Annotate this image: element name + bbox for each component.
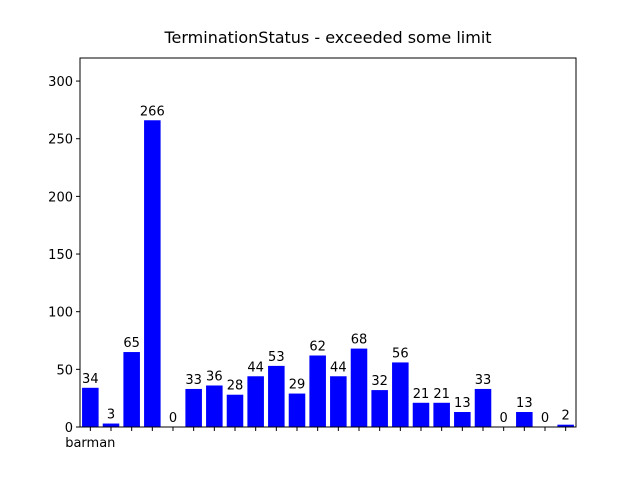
y-tick-label: 200: [48, 190, 73, 205]
value-label: 34: [82, 372, 99, 387]
value-label: 65: [123, 336, 140, 351]
x-tick-label: barman: [65, 436, 115, 451]
bar: [226, 394, 244, 427]
y-tick-label: 150: [48, 248, 73, 263]
value-label: 13: [516, 396, 533, 411]
bar: [102, 423, 120, 427]
bar: [268, 365, 285, 427]
value-label: 21: [413, 387, 430, 402]
bar: [392, 362, 409, 427]
bar: [123, 352, 140, 427]
value-label: 62: [309, 340, 326, 355]
y-tick-label: 300: [48, 75, 73, 90]
value-label: 44: [247, 360, 264, 375]
y-tick-label: 100: [48, 306, 73, 321]
bar: [371, 390, 388, 427]
value-label: 36: [206, 369, 223, 384]
y-tick-label: 0: [65, 421, 73, 436]
bar: [206, 385, 223, 427]
bar: [557, 424, 574, 427]
value-label: 53: [268, 350, 285, 365]
bar: [288, 393, 306, 427]
value-label: 21: [433, 387, 450, 402]
value-label: 0: [541, 411, 549, 426]
axes-frame: [79, 57, 577, 428]
bar: [454, 412, 471, 427]
value-label: 3: [107, 408, 115, 423]
chart-title: TerminationStatus - exceeded some limit: [163, 28, 491, 47]
bar: [247, 376, 264, 427]
value-label: 33: [475, 373, 492, 388]
value-label: 33: [185, 373, 202, 388]
value-label: 2: [562, 409, 570, 424]
value-label: 68: [351, 333, 368, 348]
bar: [516, 412, 533, 427]
bar: [309, 355, 326, 427]
bar: [433, 402, 450, 427]
value-label: 0: [169, 411, 177, 426]
value-label: 56: [392, 346, 409, 361]
value-label: 13: [454, 396, 471, 411]
bar: [350, 348, 368, 427]
value-label: 266: [140, 104, 165, 119]
value-label: 44: [330, 360, 347, 375]
y-tick-label: 250: [48, 133, 73, 148]
bar: [412, 402, 430, 427]
bar: [82, 387, 99, 427]
bar: [474, 388, 492, 427]
value-label: 0: [500, 411, 508, 426]
value-label: 32: [371, 374, 388, 389]
bar: [330, 376, 347, 427]
value-label: 28: [227, 379, 244, 394]
bar: [185, 388, 202, 427]
bar: [144, 120, 161, 428]
value-label: 29: [289, 378, 306, 393]
y-tick-label: 50: [56, 363, 73, 378]
